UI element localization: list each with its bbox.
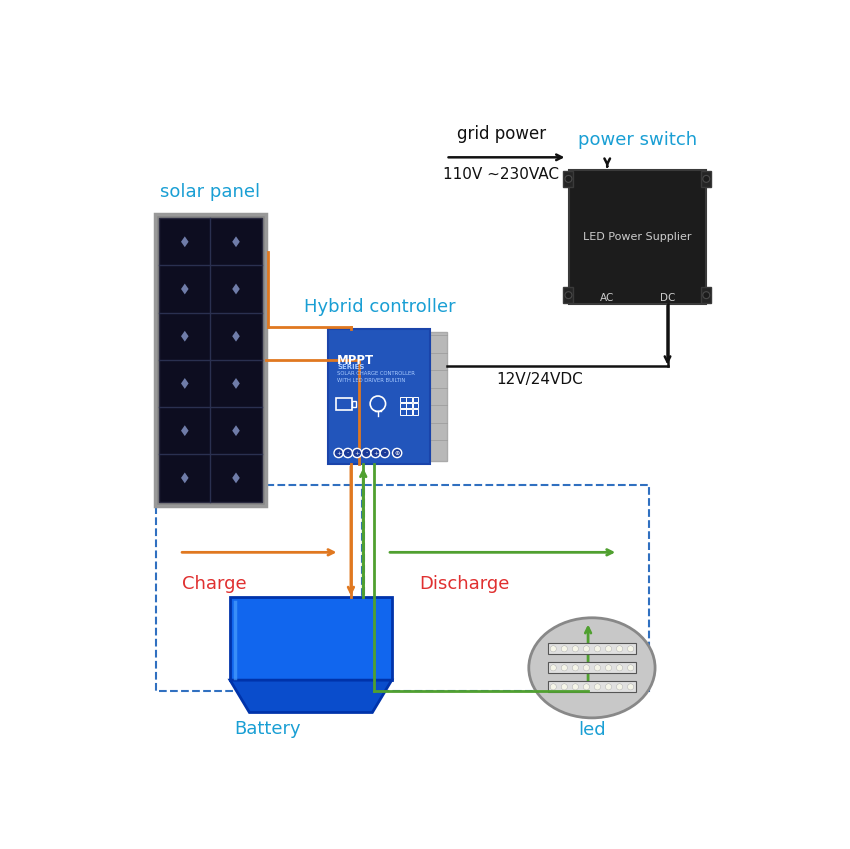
- Text: LED Power Supplier: LED Power Supplier: [583, 232, 692, 242]
- Circle shape: [616, 683, 623, 690]
- Bar: [406, 409, 411, 414]
- Circle shape: [572, 665, 579, 671]
- Polygon shape: [232, 473, 240, 483]
- Circle shape: [616, 665, 623, 671]
- Bar: [400, 403, 405, 408]
- Circle shape: [583, 683, 590, 690]
- Circle shape: [561, 646, 568, 652]
- Bar: [701, 288, 711, 303]
- Polygon shape: [230, 680, 392, 712]
- Circle shape: [583, 646, 590, 652]
- Text: +: +: [373, 451, 378, 456]
- Circle shape: [565, 176, 572, 183]
- Text: -: -: [383, 451, 386, 456]
- Circle shape: [605, 646, 612, 652]
- Circle shape: [565, 292, 572, 299]
- Circle shape: [627, 665, 634, 671]
- Text: Battery: Battery: [234, 720, 301, 738]
- Bar: [156, 485, 362, 691]
- Circle shape: [572, 683, 579, 690]
- Circle shape: [550, 683, 557, 690]
- Polygon shape: [232, 236, 240, 247]
- Text: ⊕: ⊕: [394, 451, 400, 456]
- Circle shape: [572, 646, 579, 652]
- Bar: [547, 644, 636, 655]
- Text: grid power: grid power: [456, 126, 546, 143]
- Bar: [328, 329, 430, 464]
- Circle shape: [594, 683, 601, 690]
- Text: 110V ∼230VAC: 110V ∼230VAC: [443, 166, 559, 182]
- Polygon shape: [181, 284, 189, 295]
- Text: led: led: [578, 721, 606, 739]
- Bar: [564, 171, 574, 187]
- Polygon shape: [181, 331, 189, 341]
- Circle shape: [605, 683, 612, 690]
- Bar: [400, 396, 405, 402]
- Polygon shape: [232, 331, 240, 341]
- Bar: [336, 398, 353, 410]
- Ellipse shape: [529, 618, 655, 718]
- Circle shape: [550, 665, 557, 671]
- Bar: [155, 214, 266, 506]
- Circle shape: [334, 448, 343, 458]
- Polygon shape: [181, 236, 189, 247]
- Circle shape: [605, 665, 612, 671]
- Circle shape: [594, 646, 601, 652]
- Circle shape: [616, 646, 623, 652]
- Circle shape: [594, 665, 601, 671]
- Circle shape: [380, 448, 389, 458]
- Polygon shape: [181, 378, 189, 389]
- Polygon shape: [232, 284, 240, 295]
- Bar: [569, 170, 705, 305]
- Bar: [430, 332, 447, 461]
- Circle shape: [561, 683, 568, 690]
- Text: Charge: Charge: [182, 575, 246, 593]
- Bar: [406, 396, 411, 402]
- Text: MPPT: MPPT: [337, 354, 374, 367]
- Polygon shape: [181, 473, 189, 483]
- Circle shape: [393, 448, 402, 458]
- Bar: [230, 597, 392, 680]
- Circle shape: [703, 176, 710, 183]
- Text: Hybrid controller: Hybrid controller: [304, 298, 456, 316]
- Circle shape: [627, 646, 634, 652]
- Text: solar panel: solar panel: [161, 183, 260, 200]
- Bar: [412, 396, 418, 402]
- Text: power switch: power switch: [578, 131, 697, 149]
- Polygon shape: [232, 425, 240, 436]
- Circle shape: [583, 665, 590, 671]
- Bar: [353, 402, 356, 407]
- Circle shape: [371, 448, 380, 458]
- Bar: [547, 662, 636, 673]
- Text: 12V/24VDC: 12V/24VDC: [496, 372, 583, 387]
- Polygon shape: [181, 425, 189, 436]
- Bar: [547, 682, 636, 692]
- Circle shape: [343, 448, 353, 458]
- Bar: [159, 218, 262, 502]
- Text: AC: AC: [600, 293, 615, 302]
- Text: DC: DC: [660, 293, 675, 302]
- Text: SERIES: SERIES: [337, 363, 365, 369]
- Polygon shape: [232, 378, 240, 389]
- Circle shape: [353, 448, 362, 458]
- Circle shape: [627, 683, 634, 690]
- Text: SOLAR CHARGE CONTROLLER: SOLAR CHARGE CONTROLLER: [337, 371, 415, 376]
- Text: Discharge: Discharge: [419, 575, 509, 593]
- Text: +: +: [336, 451, 341, 456]
- Bar: [400, 409, 405, 414]
- Text: -: -: [366, 451, 367, 456]
- Circle shape: [362, 448, 371, 458]
- Bar: [701, 171, 711, 187]
- Circle shape: [561, 665, 568, 671]
- Bar: [412, 403, 418, 408]
- Text: -: -: [347, 451, 349, 456]
- Text: +: +: [354, 451, 360, 456]
- Circle shape: [550, 646, 557, 652]
- Bar: [364, 485, 649, 691]
- Bar: [412, 409, 418, 414]
- Text: WITH LED DRIVER BUILTIN: WITH LED DRIVER BUILTIN: [337, 378, 405, 383]
- Bar: [406, 403, 411, 408]
- Bar: [564, 288, 574, 303]
- Circle shape: [703, 292, 710, 299]
